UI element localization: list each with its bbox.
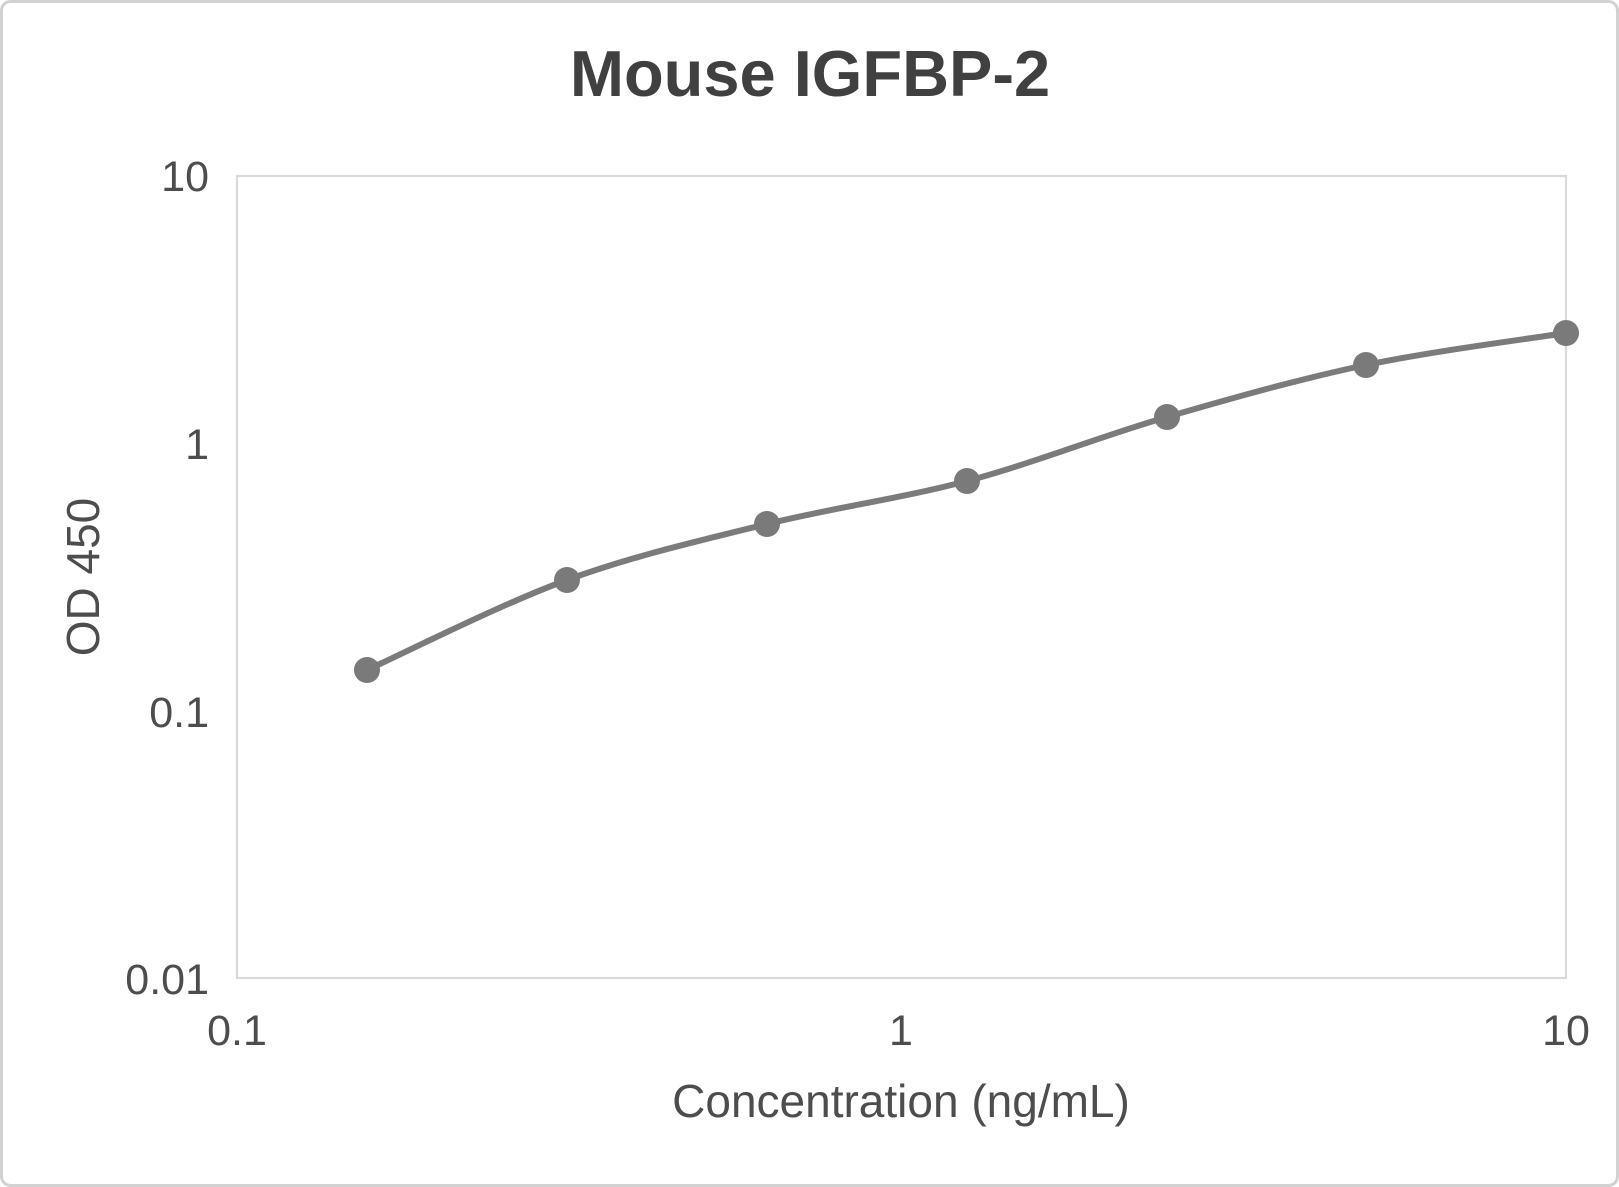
svg-text:0.1: 0.1 xyxy=(207,1007,267,1055)
svg-text:1: 1 xyxy=(185,421,209,469)
svg-text:0.01: 0.01 xyxy=(125,956,209,1004)
svg-text:0.1: 0.1 xyxy=(149,689,209,737)
svg-text:Concentration (ng/mL): Concentration (ng/mL) xyxy=(672,1075,1130,1127)
svg-text:OD 450: OD 450 xyxy=(57,498,109,657)
svg-text:10: 10 xyxy=(1542,1007,1590,1055)
svg-text:Mouse IGFBP-2: Mouse IGFBP-2 xyxy=(570,37,1050,110)
svg-text:1: 1 xyxy=(889,1007,913,1055)
svg-text:10: 10 xyxy=(161,153,209,201)
